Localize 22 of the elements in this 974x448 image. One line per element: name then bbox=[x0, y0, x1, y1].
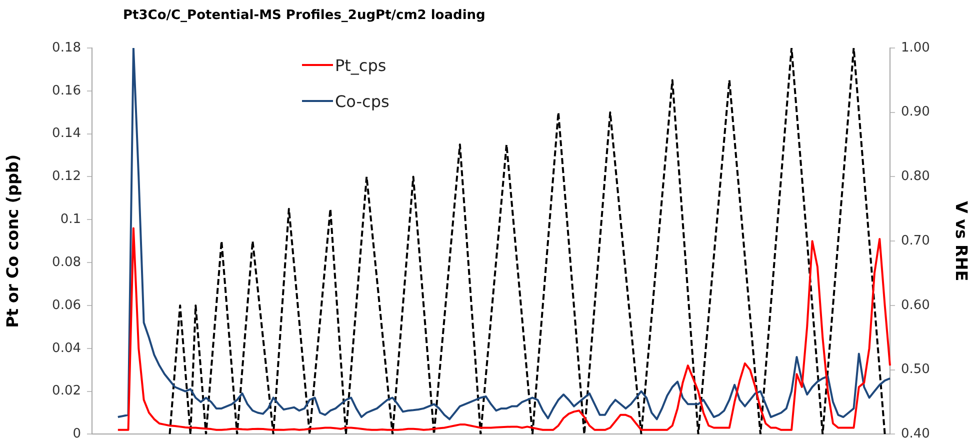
y-tick-label: 0.06 bbox=[52, 298, 81, 313]
legend-label: Pt_cps bbox=[335, 56, 386, 74]
chart-title: Pt3Co/C_Potential-MS Profiles_2ugPt/cm2 loading bbox=[123, 8, 486, 23]
y-tick-label: 0.12 bbox=[52, 169, 81, 184]
y2-tick-label: 0.40 bbox=[901, 426, 930, 442]
y2-tick-label: 0.50 bbox=[901, 362, 930, 378]
y-tick-label: 0.18 bbox=[52, 40, 81, 56]
y-tick-label: 0.1 bbox=[60, 212, 81, 228]
y-tick-label: 0.02 bbox=[52, 384, 81, 399]
y-axis-title: Pt or Co conc (ppb) bbox=[2, 154, 22, 328]
y2-axis-title: V vs RHE bbox=[952, 201, 972, 282]
y-tick-label: 0.08 bbox=[52, 254, 81, 270]
y-tick-label: 0.14 bbox=[52, 126, 81, 142]
legend-label: Co-cps bbox=[335, 92, 390, 110]
y2-tick-label: 0.80 bbox=[901, 169, 930, 184]
y2-tick-label: 1.00 bbox=[901, 40, 930, 56]
y-tick-label: 0.04 bbox=[52, 340, 81, 356]
y2-tick-label: 0.90 bbox=[901, 104, 930, 120]
y2-tick-label: 0.70 bbox=[901, 233, 930, 248]
y-tick-label: 0.16 bbox=[52, 83, 81, 98]
y-tick-label: 0 bbox=[72, 426, 81, 442]
y2-tick-label: 0.60 bbox=[901, 298, 930, 313]
